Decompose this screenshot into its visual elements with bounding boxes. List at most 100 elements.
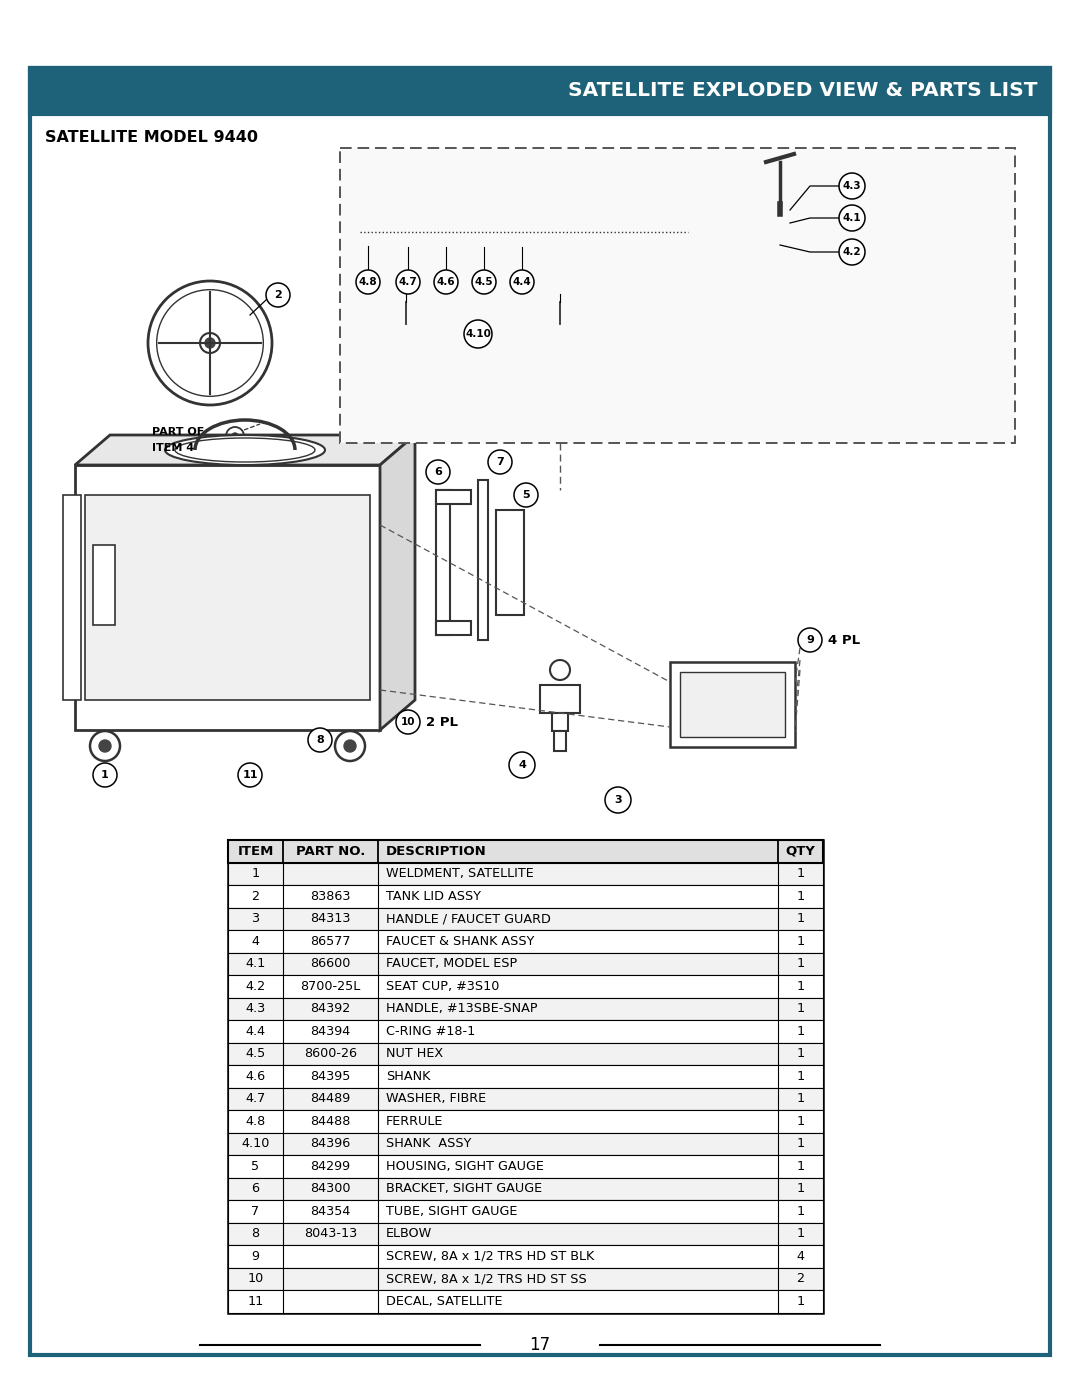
Circle shape bbox=[396, 710, 420, 733]
Ellipse shape bbox=[165, 434, 325, 465]
Circle shape bbox=[402, 226, 414, 237]
Text: 4: 4 bbox=[518, 760, 526, 770]
Text: 1: 1 bbox=[796, 1160, 805, 1172]
Text: HANDLE / FAUCET GUARD: HANDLE / FAUCET GUARD bbox=[386, 912, 551, 925]
Text: 1: 1 bbox=[796, 1048, 805, 1060]
Text: 1: 1 bbox=[796, 935, 805, 947]
Text: 4.10: 4.10 bbox=[465, 330, 491, 339]
Text: 4.8: 4.8 bbox=[245, 1115, 266, 1127]
Bar bbox=[752, 243, 772, 265]
Text: ITEM 4: ITEM 4 bbox=[152, 443, 194, 453]
Bar bbox=[680, 672, 785, 738]
Text: 1: 1 bbox=[796, 1182, 805, 1196]
Text: 4.3: 4.3 bbox=[245, 1002, 266, 1016]
Bar bbox=[93, 545, 114, 624]
Text: SCREW, 8A x 1/2 TRS HD ST SS: SCREW, 8A x 1/2 TRS HD ST SS bbox=[386, 1273, 586, 1285]
Text: 4.4: 4.4 bbox=[245, 1025, 266, 1038]
Text: 5: 5 bbox=[252, 1160, 259, 1172]
Bar bbox=[478, 481, 488, 640]
Bar bbox=[63, 495, 81, 700]
Circle shape bbox=[839, 205, 865, 231]
Bar bbox=[228, 930, 823, 953]
Text: 84299: 84299 bbox=[310, 1160, 351, 1172]
Text: 1: 1 bbox=[796, 1002, 805, 1016]
Bar bbox=[433, 218, 459, 246]
Text: 17: 17 bbox=[529, 1336, 551, 1354]
Text: 6: 6 bbox=[252, 1182, 259, 1196]
Text: 2: 2 bbox=[797, 1273, 805, 1285]
Bar bbox=[552, 712, 568, 731]
Circle shape bbox=[205, 338, 215, 348]
Bar bbox=[228, 886, 823, 908]
Text: 8: 8 bbox=[252, 1227, 259, 1241]
Circle shape bbox=[232, 433, 238, 439]
Circle shape bbox=[509, 752, 535, 778]
Text: SHANK  ASSY: SHANK ASSY bbox=[386, 1137, 471, 1150]
Text: SHANK: SHANK bbox=[386, 1070, 430, 1083]
Bar bbox=[436, 490, 450, 636]
Text: HOUSING, SIGHT GAUGE: HOUSING, SIGHT GAUGE bbox=[386, 1160, 544, 1172]
Text: 4: 4 bbox=[252, 935, 259, 947]
Text: 86600: 86600 bbox=[310, 957, 351, 971]
Bar bbox=[496, 510, 524, 615]
Circle shape bbox=[148, 281, 272, 405]
Text: 4.1: 4.1 bbox=[842, 212, 862, 224]
Ellipse shape bbox=[175, 439, 315, 462]
Text: FAUCET & SHANK ASSY: FAUCET & SHANK ASSY bbox=[386, 935, 535, 947]
Text: 84313: 84313 bbox=[310, 912, 351, 925]
Circle shape bbox=[472, 270, 496, 293]
Bar bbox=[30, 68, 1050, 115]
Bar bbox=[228, 975, 823, 997]
Bar bbox=[228, 1087, 823, 1111]
Text: 5: 5 bbox=[523, 490, 530, 500]
Text: ITEM: ITEM bbox=[238, 845, 273, 858]
Bar bbox=[228, 1042, 823, 1065]
Bar bbox=[228, 953, 823, 975]
Bar bbox=[436, 622, 471, 636]
Text: 84396: 84396 bbox=[310, 1137, 351, 1150]
Bar bbox=[30, 68, 1050, 115]
Text: 1: 1 bbox=[796, 868, 805, 880]
Text: 8700-25L: 8700-25L bbox=[300, 979, 361, 993]
Text: TUBE, SIGHT GAUGE: TUBE, SIGHT GAUGE bbox=[386, 1204, 517, 1218]
Text: 1: 1 bbox=[796, 957, 805, 971]
Bar bbox=[228, 1200, 823, 1222]
Text: 10: 10 bbox=[247, 1273, 264, 1285]
Bar bbox=[228, 840, 823, 1313]
Text: 84392: 84392 bbox=[310, 1002, 351, 1016]
Circle shape bbox=[93, 763, 117, 787]
Text: 1: 1 bbox=[796, 912, 805, 925]
Circle shape bbox=[394, 218, 422, 246]
Text: 1: 1 bbox=[796, 1115, 805, 1127]
Bar bbox=[730, 205, 795, 243]
Bar bbox=[355, 218, 381, 246]
Circle shape bbox=[839, 173, 865, 198]
Bar bbox=[540, 685, 580, 712]
Bar bbox=[702, 215, 732, 231]
Text: 84300: 84300 bbox=[310, 1182, 351, 1196]
Text: WELDMENT, SATELLITE: WELDMENT, SATELLITE bbox=[386, 868, 534, 880]
Text: 3: 3 bbox=[615, 795, 622, 805]
Bar bbox=[228, 1267, 823, 1289]
Text: NUT HEX: NUT HEX bbox=[386, 1048, 443, 1060]
Bar bbox=[85, 495, 370, 700]
Bar bbox=[75, 465, 380, 731]
Circle shape bbox=[488, 450, 512, 474]
Text: 4.2: 4.2 bbox=[842, 247, 862, 257]
Bar bbox=[512, 219, 532, 244]
Circle shape bbox=[266, 284, 291, 307]
Text: DECAL, SATELLITE: DECAL, SATELLITE bbox=[386, 1295, 502, 1308]
Text: 4.6: 4.6 bbox=[245, 1070, 266, 1083]
Text: 4.5: 4.5 bbox=[475, 277, 494, 286]
Polygon shape bbox=[471, 217, 497, 247]
Text: 1: 1 bbox=[796, 979, 805, 993]
Text: 84488: 84488 bbox=[310, 1115, 351, 1127]
Circle shape bbox=[434, 270, 458, 293]
Text: 1: 1 bbox=[796, 1227, 805, 1241]
Text: 4.2: 4.2 bbox=[245, 979, 266, 993]
Text: HANDLE, #13SBE-SNAP: HANDLE, #13SBE-SNAP bbox=[386, 1002, 538, 1016]
Text: DESCRIPTION: DESCRIPTION bbox=[386, 845, 487, 858]
Bar bbox=[228, 840, 823, 862]
Text: SCREW, 8A x 1/2 TRS HD ST BLK: SCREW, 8A x 1/2 TRS HD ST BLK bbox=[386, 1250, 594, 1263]
Bar bbox=[670, 662, 795, 747]
